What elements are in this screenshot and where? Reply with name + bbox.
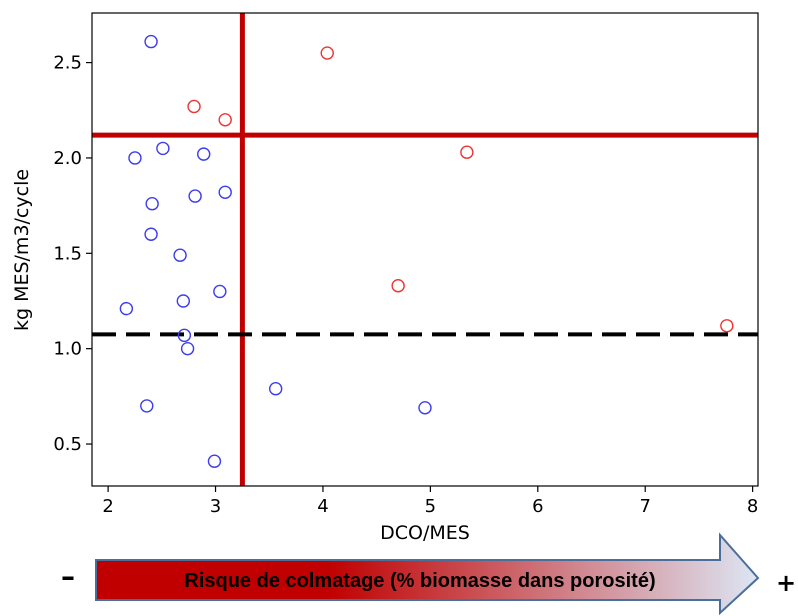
blue-scatter-point	[213, 284, 227, 299]
red-scatter-point	[187, 99, 201, 114]
risk-arrow: – Risque de colmatage (% biomasse dans p…	[61, 532, 796, 616]
blue-scatter-point	[188, 189, 202, 203]
blue-scatter-point	[145, 197, 159, 211]
blue-scatter-point	[128, 151, 142, 165]
blue-scatter-point	[119, 301, 134, 316]
blue-scatter-point	[180, 341, 195, 356]
risk-minus-sign: –	[61, 560, 75, 593]
y-tick-label: 2.0	[53, 148, 82, 169]
red-scatter-point	[218, 113, 232, 127]
y-axis-ticks: 0.5 1.0 1.5 2.0 2.5	[53, 53, 92, 455]
x-tick-label: 6	[532, 496, 543, 517]
x-tick-label: 5	[425, 496, 436, 517]
y-axis-label: kg MES/m3/cycle	[11, 169, 33, 331]
x-tick-label: 2	[102, 496, 113, 517]
scatter-points	[119, 34, 734, 468]
blue-scatter-point	[144, 34, 158, 49]
blue-scatter-point	[144, 227, 158, 241]
red-scatter-point	[391, 279, 405, 293]
blue-scatter-point	[156, 141, 170, 156]
risk-plus-sign: +	[776, 569, 796, 597]
x-axis-ticks: 2 3 4 5 6 7 8	[102, 486, 758, 517]
blue-scatter-point	[176, 294, 191, 308]
risk-arrow-shape	[95, 532, 760, 616]
x-axis-label: DCO/MES	[380, 522, 470, 544]
blue-scatter-point	[177, 328, 192, 343]
y-tick-label: 1.0	[53, 339, 82, 360]
plot-layer	[92, 13, 758, 486]
blue-scatter-point	[140, 399, 154, 413]
red-scatter-point	[460, 145, 474, 159]
blue-scatter-point	[173, 248, 187, 262]
blue-scatter-point	[218, 185, 232, 199]
plot-frame	[91, 12, 759, 487]
y-tick-label: 1.5	[53, 243, 82, 264]
blue-scatter-point	[197, 147, 211, 161]
reference-lines	[92, 13, 758, 486]
risk-arrow-label: Risque de colmatage (% biomasse dans por…	[184, 570, 655, 592]
y-tick-label: 2.5	[53, 53, 82, 74]
blue-scatter-point	[268, 382, 283, 396]
blue-scatter-point	[418, 401, 432, 415]
blue-scatter-point	[207, 454, 222, 468]
x-tick-label: 3	[210, 496, 221, 517]
x-tick-label: 8	[747, 496, 758, 517]
red-scatter-point	[720, 319, 734, 333]
red-scatter-point	[320, 46, 334, 60]
x-tick-label: 7	[639, 496, 650, 517]
y-tick-label: 0.5	[53, 434, 82, 455]
x-tick-label: 4	[317, 496, 328, 517]
